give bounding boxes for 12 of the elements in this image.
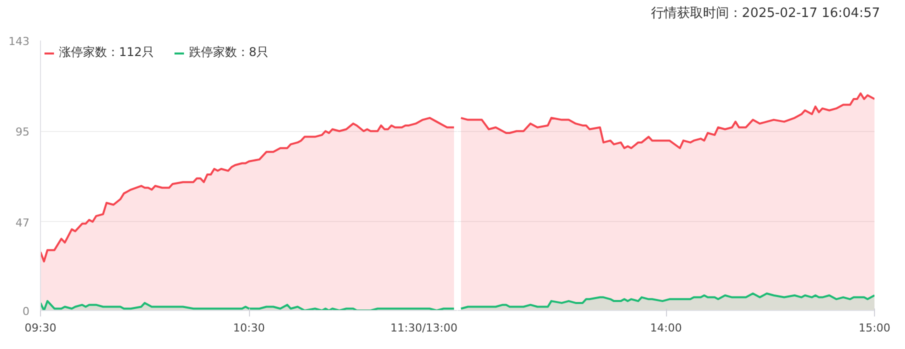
y-tick-label: 95 [16,126,30,139]
y-tick-label: 143 [8,35,30,48]
y-tick-label: 0 [22,305,30,318]
x-tick-label: 10:30 [233,322,265,334]
x-tick-label: 14:00 [650,322,682,334]
x-tick-label: 11:30/13:00 [390,322,458,334]
text: 行情获取时间：2025-02-17 16:04:57 [650,5,880,23]
y-tick-label: 47 [16,216,30,230]
x-tick-label: 15:00 [858,322,890,334]
x-tick-label: 09:30 [24,322,56,334]
legend-label: 跌停家数：8只 [188,44,269,61]
legend-label: 涨停家数：112只 [59,44,154,61]
